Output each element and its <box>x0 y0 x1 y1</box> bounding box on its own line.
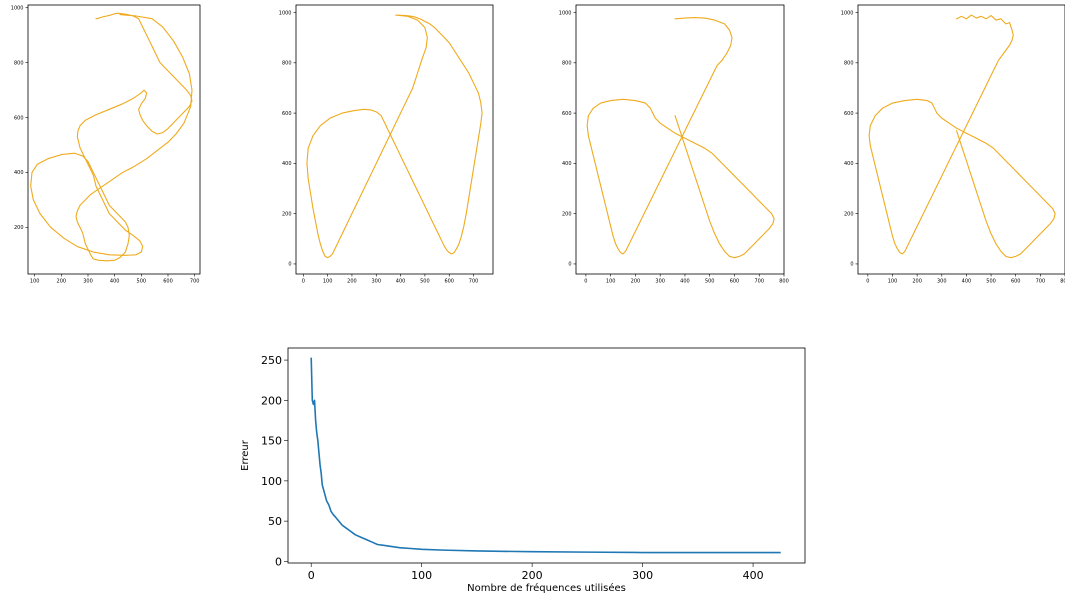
y-tick-label: 200 <box>14 225 24 231</box>
y-tick-label: 400 <box>562 161 572 167</box>
y-tick-label: 100 <box>261 475 282 488</box>
x-tick-label: 400 <box>743 569 764 582</box>
y-tick-label: 600 <box>844 111 854 117</box>
x-tick-label: 700 <box>754 279 764 285</box>
error-series-line <box>310 357 781 554</box>
x-tick-label: 500 <box>137 279 147 285</box>
plot-frame <box>287 347 806 564</box>
x-tick-label: 100 <box>411 569 432 582</box>
y-tick-label: 600 <box>14 115 24 121</box>
y-tick-label: 200 <box>562 211 572 217</box>
x-tick-label: 500 <box>986 279 996 285</box>
y-tick-label: 400 <box>844 161 854 167</box>
x-tick-label: 0 <box>308 569 315 582</box>
y-tick-label: 200 <box>282 211 292 217</box>
x-tick-label: 0 <box>866 279 869 285</box>
y-tick-label: 1000 <box>559 10 572 16</box>
contour-line <box>586 17 775 259</box>
x-tick-label: 600 <box>444 279 454 285</box>
x-tick-label: 400 <box>110 279 120 285</box>
y-tick-label: 250 <box>261 354 282 367</box>
x-tick-label: 200 <box>347 279 357 285</box>
y-tick-label: 600 <box>562 111 572 117</box>
plot-frame <box>857 4 1065 275</box>
error-chart: 0 100 200 300 400 0 50 100 150 200 250 Nombre de fr… <box>240 347 806 594</box>
x-tick-label: 100 <box>606 279 616 285</box>
contour-line <box>30 12 193 262</box>
y-tick-label: 400 <box>14 170 24 176</box>
y-tick-label: 0 <box>275 555 282 568</box>
x-tick-label: 600 <box>163 279 173 285</box>
y-tick-label: 800 <box>562 61 572 67</box>
x-tick-label: 600 <box>730 279 740 285</box>
x-tick-label: 100 <box>30 279 40 285</box>
x-tick-label: 300 <box>937 279 947 285</box>
x-tick-label: 400 <box>396 279 406 285</box>
x-tick-label: 100 <box>888 279 898 285</box>
x-tick-label: 200 <box>522 569 543 582</box>
x-tick-label: 200 <box>912 279 922 285</box>
x-tick-label: 300 <box>371 279 381 285</box>
x-tick-label: 200 <box>631 279 641 285</box>
drawing-panel-3: 0 100 200 300 400 500 600 700 800 0 200 400 600 800 10… <box>559 4 789 285</box>
y-tick-label: 200 <box>261 394 282 407</box>
x-tick-label: 400 <box>680 279 690 285</box>
x-tick-label: 800 <box>1060 279 1065 285</box>
x-tick-label: 0 <box>584 279 587 285</box>
contour-line <box>868 14 1056 259</box>
x-tick-label: 300 <box>632 569 653 582</box>
y-tick-label: 600 <box>282 111 292 117</box>
y-tick-label: 1000 <box>841 10 854 16</box>
y-tick-label: 800 <box>282 61 292 67</box>
plot-frame <box>295 4 494 275</box>
drawing-panel-4: 0 100 200 300 400 500 600 700 800 0 200 400 600 800 10… <box>841 4 1065 285</box>
drawing-panel-2: 0 100 200 300 400 500 600 700 0 200 400 600 800 1000 <box>279 4 494 285</box>
x-tick-label: 0 <box>302 279 305 285</box>
x-tick-label: 700 <box>1036 279 1046 285</box>
y-tick-label: 800 <box>14 60 24 66</box>
y-tick-label: 200 <box>844 211 854 217</box>
x-axis-label: Nombre de fréquences utilisées <box>467 582 626 594</box>
x-tick-label: 800 <box>779 279 789 285</box>
drawing-panel-1: 100 200 300 400 500 600 700 200 400 600 800 1000 <box>11 4 201 285</box>
y-tick-label: 400 <box>282 161 292 167</box>
y-tick-label: 0 <box>568 262 571 268</box>
y-axis-label: Erreur <box>240 439 251 471</box>
y-tick-label: 1000 <box>279 10 292 16</box>
y-tick-label: 0 <box>288 262 291 268</box>
x-tick-label: 200 <box>57 279 67 285</box>
x-tick-label: 500 <box>705 279 715 285</box>
x-tick-label: 400 <box>962 279 972 285</box>
y-tick-label: 150 <box>261 435 282 448</box>
x-tick-label: 500 <box>420 279 430 285</box>
y-tick-label: 50 <box>268 515 282 528</box>
y-tick-label: 1000 <box>11 6 24 12</box>
x-tick-label: 300 <box>655 279 665 285</box>
x-tick-label: 700 <box>190 279 200 285</box>
y-tick-label: 0 <box>850 262 853 268</box>
x-tick-label: 300 <box>83 279 93 285</box>
x-tick-label: 600 <box>1011 279 1021 285</box>
x-tick-label: 100 <box>323 279 333 285</box>
plot-frame <box>575 4 785 275</box>
x-tick-label: 700 <box>469 279 479 285</box>
plot-frame <box>27 4 201 275</box>
y-tick-label: 800 <box>844 61 854 67</box>
contour-line <box>306 14 483 259</box>
